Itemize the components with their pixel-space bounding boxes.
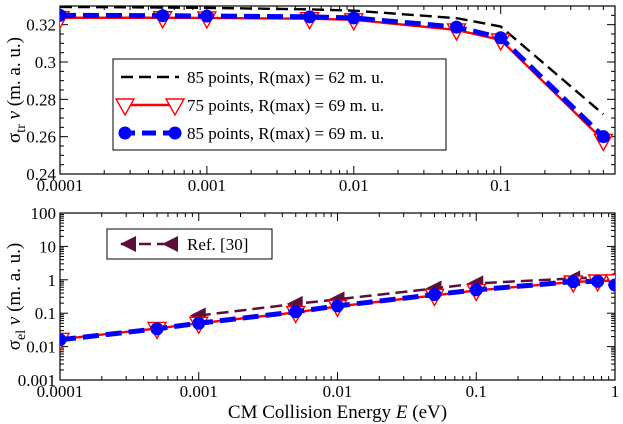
y-axis-label-v: v [4, 110, 25, 124]
x-axis-title-post: (eV) [408, 402, 448, 423]
legend-marker [114, 98, 136, 117]
series-group [60, 270, 615, 351]
y-tick-label: 0.28 [26, 90, 56, 109]
data-point [608, 278, 615, 292]
y-tick-label: 0.1 [35, 304, 56, 323]
legend-marker [168, 126, 182, 140]
x-tick-label: 0.01 [339, 176, 369, 195]
y-tick-label: 0.3 [35, 53, 56, 72]
y-axis-label-subscript: el [14, 330, 29, 340]
x-tick-label: 0.1 [490, 176, 511, 195]
x-axis-title: CM Collision Energy E (eV) [228, 402, 447, 423]
x-tick-label: 0.0001 [37, 176, 84, 195]
y-axis-label-symbol: σ [4, 340, 25, 350]
data-point [427, 288, 441, 302]
y-tick-label: 0.001 [18, 371, 56, 390]
y-tick-label: 1 [48, 271, 57, 290]
bottom-panel: 0.0001 0.001 0.01 0.1 10.0010.010.1110100σel… [4, 204, 620, 423]
data-point [494, 31, 508, 45]
y-axis-label-symbol: σ [4, 133, 25, 143]
data-point [200, 9, 214, 23]
x-axis-title-italic: E [395, 402, 408, 423]
y-axis-label-v: v [4, 316, 25, 330]
y-tick-label: 0.32 [26, 16, 56, 35]
data-point [347, 11, 361, 25]
y-axis-label: σtr v (m. a. u.) [4, 37, 29, 143]
y-axis-label-unit: (m. a. u.) [4, 243, 25, 317]
y-axis-label-unit: (m. a. u.) [4, 37, 25, 111]
data-point [449, 20, 463, 34]
data-point [469, 283, 483, 297]
legend-label: 75 points, R(max) = 69 m. u. [187, 96, 384, 115]
legend-marker [120, 236, 136, 252]
y-tick-label: 0.01 [26, 338, 56, 357]
x-tick-label: 0.0001 [37, 382, 84, 401]
legend-marker [118, 126, 132, 140]
data-point [331, 299, 344, 313]
series-line [60, 278, 615, 343]
legend-label: 85 points, R(max) = 62 m. u. [187, 68, 384, 87]
legend-marker [162, 236, 178, 252]
legend-label: 85 points, R(max) = 69 m. u. [187, 124, 384, 143]
data-point [566, 275, 580, 289]
data-point [192, 316, 206, 330]
top-panel: 0.0001 0.001 0.01 0.1 0.24 0.26 0.28 0.3 0.32 σtr… [4, 5, 616, 195]
y-tick-label: 0.24 [26, 165, 56, 184]
data-point [303, 10, 317, 24]
x-tick-label: 0.001 [188, 176, 226, 195]
data-point [150, 322, 164, 336]
series-group [60, 6, 614, 152]
data-point [60, 333, 67, 347]
data-point [596, 130, 610, 144]
y-axis-label: σel v (m. a. u.) [4, 243, 29, 350]
data-point [60, 8, 67, 22]
x-tick-label: 0.1 [466, 382, 487, 401]
y-tick-label: 100 [31, 204, 57, 223]
x-tick-label: 1 [611, 382, 620, 401]
data-point [591, 274, 605, 288]
data-point [156, 9, 170, 23]
x-tick-label: 0.001 [180, 382, 218, 401]
legend-label: Ref. [30] [187, 235, 248, 254]
series-line [60, 6, 605, 116]
x-tick-label: 0.01 [323, 382, 353, 401]
data-point [289, 305, 303, 319]
legend-marker [164, 98, 186, 117]
x-axis-title-pre: CM Collision Energy [228, 402, 396, 423]
y-tick-label: 10 [39, 237, 56, 256]
y-tick-label: 0.26 [26, 128, 56, 147]
y-axis-label-subscript: tr [14, 124, 29, 133]
